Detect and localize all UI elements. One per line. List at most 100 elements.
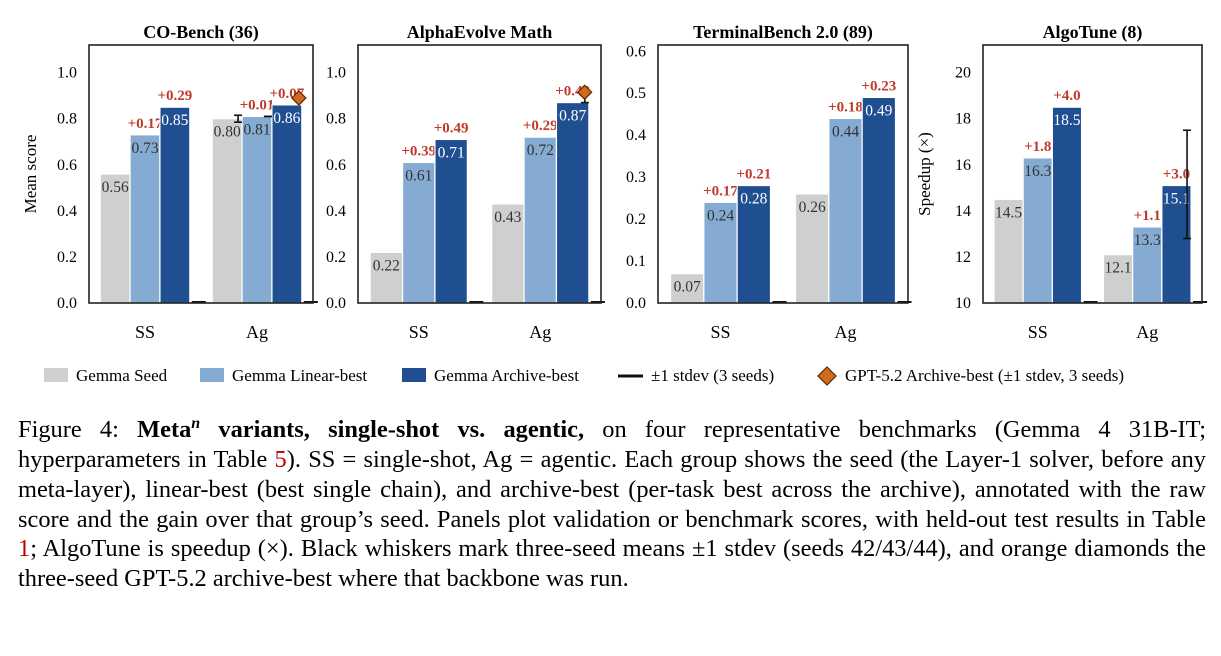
x-category-label: Ag bbox=[835, 322, 857, 342]
archive-bar bbox=[1051, 106, 1083, 304]
plot-frame bbox=[357, 44, 602, 304]
gpt-legend-diamond bbox=[817, 366, 837, 386]
panel-title: TerminalBench 2.0 (89) bbox=[693, 22, 873, 43]
gpt-legend-label: GPT-5.2 Archive-best (±1 stdev, 3 seeds) bbox=[845, 366, 1124, 385]
linear-bar bbox=[828, 117, 863, 304]
panel-title: AlgoTune (8) bbox=[1043, 22, 1143, 43]
linear-bar bbox=[1022, 157, 1053, 304]
value-label: 15.1 bbox=[1163, 191, 1190, 208]
x-category-label: Ag bbox=[1136, 322, 1158, 342]
caption-bold-title: Metan variants, single-shot vs. agentic, bbox=[137, 415, 585, 444]
value-label: 0.72 bbox=[527, 142, 554, 159]
seed-legend-swatch bbox=[44, 368, 68, 382]
value-label: 13.3 bbox=[1134, 232, 1161, 249]
y-tick-label: 14 bbox=[955, 203, 971, 220]
linear-bar bbox=[1132, 226, 1163, 304]
seed-bar bbox=[993, 198, 1024, 304]
value-label: 12.1 bbox=[1104, 260, 1131, 277]
seed-bar bbox=[99, 173, 131, 304]
y-tick-label: 16 bbox=[955, 157, 971, 174]
legend: Gemma Seed Gemma Linear-best Gemma Archive… bbox=[44, 366, 1124, 386]
table-1-link[interactable]: 1 bbox=[18, 535, 31, 563]
value-label: 0.85 bbox=[161, 112, 188, 129]
y-tick-label: 0.4 bbox=[626, 127, 646, 144]
x-category-label: SS bbox=[710, 322, 730, 342]
value-label: 0.86 bbox=[273, 110, 300, 127]
plot-frame bbox=[982, 44, 1203, 304]
gain-label: +4.0 bbox=[1053, 88, 1080, 104]
linear-bar bbox=[703, 201, 738, 304]
gain-label: +0.29 bbox=[523, 118, 558, 134]
table-5-link[interactable]: 5 bbox=[274, 445, 287, 473]
y-tick-label: 0.2 bbox=[57, 249, 77, 266]
gain-label: +1.8 bbox=[1024, 139, 1051, 155]
plot-frame bbox=[88, 44, 314, 304]
linear-legend-swatch bbox=[200, 368, 224, 382]
y-tick-label: 0.0 bbox=[626, 295, 646, 312]
y-tick-label: 1.0 bbox=[57, 65, 77, 82]
gpt-archive-diamond bbox=[576, 84, 593, 101]
value-label: 0.73 bbox=[131, 140, 158, 157]
archive-bar bbox=[159, 106, 191, 304]
value-label: 16.3 bbox=[1024, 163, 1051, 180]
x-category-label: Ag bbox=[246, 322, 268, 342]
figure-4-chart: 0.0 0.2 0.4 0.6 0.8 1.0 0.56 0.80 0.73 +0.17 0.81 +… bbox=[21, 22, 1208, 386]
value-label: 0.87 bbox=[559, 108, 586, 125]
y-tick-label: 0.5 bbox=[626, 85, 646, 102]
seed-bar bbox=[794, 193, 830, 304]
archive-bar bbox=[861, 96, 897, 304]
y-tick-label: 0.4 bbox=[57, 203, 77, 220]
value-label: 0.22 bbox=[373, 257, 400, 274]
linear-bar bbox=[401, 161, 436, 304]
linear-bar bbox=[523, 136, 558, 304]
caption-text-b: ). SS = single-shot, Ag = agentic. Each … bbox=[18, 445, 1206, 533]
panel-title: CO-Bench (36) bbox=[143, 22, 259, 43]
archive-legend-label: Gemma Archive-best bbox=[434, 366, 579, 385]
gain-label: +0.17 bbox=[128, 116, 163, 132]
x-category-label: SS bbox=[1028, 322, 1048, 342]
y-tick-label: 0.3 bbox=[626, 169, 646, 186]
gain-label: +1.1 bbox=[1134, 208, 1161, 224]
seed-legend-label: Gemma Seed bbox=[76, 366, 168, 385]
y-tick-label: 12 bbox=[955, 249, 971, 266]
value-label: 0.80 bbox=[214, 124, 241, 141]
y-tick-label: 0.2 bbox=[326, 249, 346, 266]
value-label: 0.49 bbox=[865, 102, 892, 119]
gain-label: +0.01 bbox=[240, 97, 275, 113]
value-label: 0.26 bbox=[799, 199, 826, 216]
caption-text-a: on four representative benchmarks (Gemma… bbox=[18, 416, 1207, 473]
y-tick-label: 0.0 bbox=[326, 295, 346, 312]
value-label: 0.81 bbox=[243, 121, 270, 138]
figure-caption: Figure 4: Metan variants, single-shot vs… bbox=[18, 409, 1206, 594]
y-axis-label: Mean score bbox=[21, 135, 40, 214]
gain-label: +0.29 bbox=[157, 88, 192, 104]
panel-title: AlphaEvolve Math bbox=[407, 22, 553, 42]
stdev-legend-label: ±1 stdev (3 seeds) bbox=[651, 366, 774, 385]
gain-label: +0.18 bbox=[828, 99, 863, 115]
seed-bar bbox=[211, 118, 243, 304]
value-label: 0.43 bbox=[494, 209, 521, 226]
y-tick-label: 0.0 bbox=[57, 295, 77, 312]
y-axis-label: Speedup (×) bbox=[915, 132, 934, 216]
y-tick-label: 0.8 bbox=[57, 111, 77, 128]
y-tick-label: 0.4 bbox=[326, 203, 346, 220]
y-tick-label: 20 bbox=[955, 65, 971, 82]
gain-label: +3.0 bbox=[1163, 167, 1190, 183]
gain-label: +0.49 bbox=[434, 120, 469, 136]
y-tick-label: 0.6 bbox=[326, 157, 346, 174]
x-category-label: SS bbox=[409, 322, 429, 342]
gpt-archive-diamond bbox=[291, 90, 307, 106]
y-tick-label: 1.0 bbox=[326, 65, 346, 82]
caption-text-c: ; AlgoTune is speedup (×). Black whisker… bbox=[18, 535, 1206, 593]
linear-bar bbox=[129, 134, 161, 304]
seed-bar bbox=[491, 203, 525, 304]
value-label: 0.28 bbox=[740, 191, 767, 208]
y-tick-label: 0.6 bbox=[626, 43, 646, 60]
y-tick-label: 0.6 bbox=[57, 157, 77, 174]
linear-legend-label: Gemma Linear-best bbox=[232, 366, 367, 385]
y-tick-label: 18 bbox=[955, 111, 971, 128]
gain-label: +0.21 bbox=[736, 167, 771, 183]
value-label: 0.56 bbox=[102, 179, 129, 196]
y-tick-label: 0.1 bbox=[626, 253, 646, 270]
panel-1: 0.0 0.2 0.4 0.6 0.8 1.0 0.56 0.80 0.73 +0.17 0.81 +… bbox=[21, 22, 318, 342]
